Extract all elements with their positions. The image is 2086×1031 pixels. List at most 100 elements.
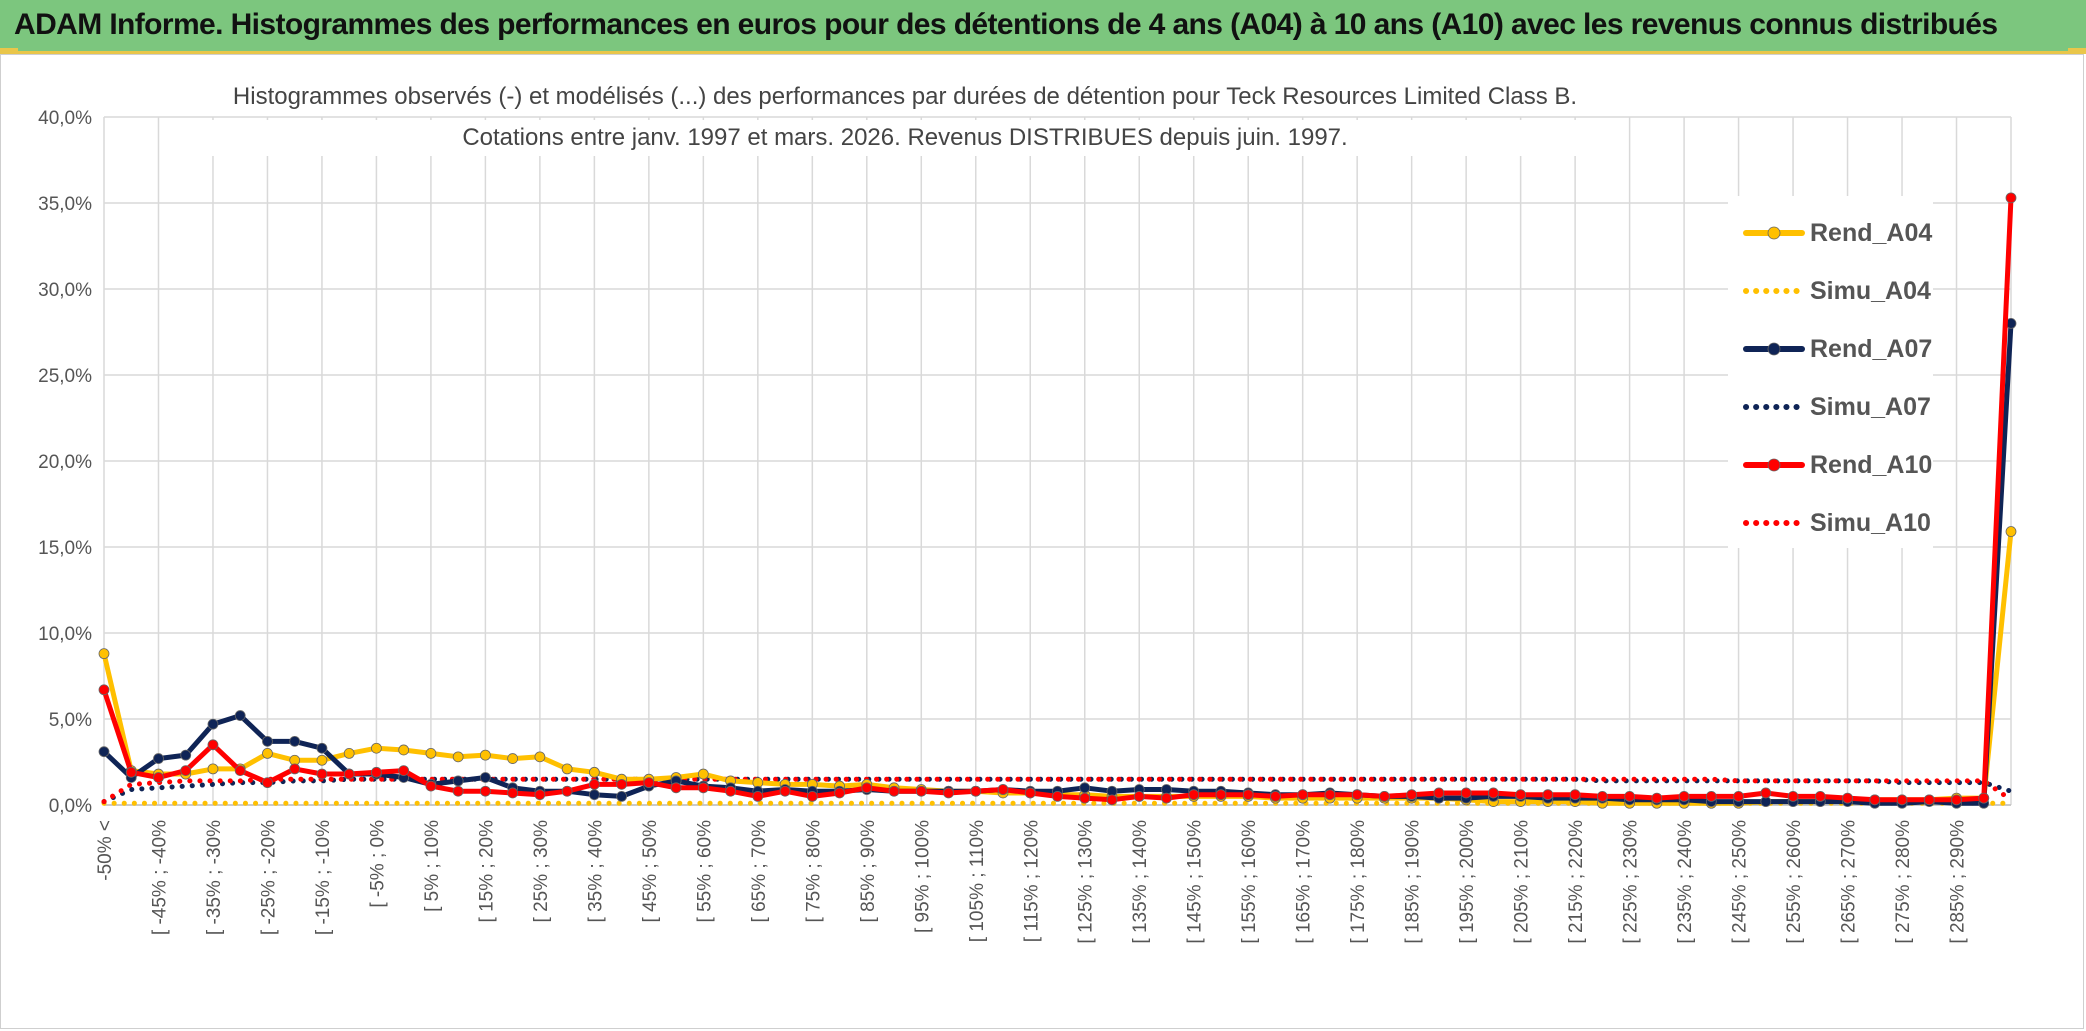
x-tick-label: [ 45% ; 50% (640, 820, 661, 923)
legend-label: Rend_A07 (1810, 335, 1933, 363)
x-tick-label: [ 85% ; 90% (858, 820, 879, 923)
x-tick-label: [ 245% ; 250% (1730, 820, 1751, 944)
data-point-rend-a10 (697, 782, 709, 794)
legend-item-rend-a04: Rend_A04 (1742, 218, 1932, 248)
data-point-rend-a10 (1024, 787, 1036, 799)
chart-frame (0, 54, 2084, 1029)
data-point-rend-a10 (834, 787, 845, 799)
data-point-rend-a10 (1297, 789, 1309, 801)
series-line-rend-a10 (101, 195, 2014, 803)
data-point-rend-a10 (806, 791, 818, 802)
data-point-rend-a04 (207, 763, 219, 775)
data-point-rend-a10 (1923, 794, 1935, 806)
data-point-rend-a04 (398, 744, 410, 756)
data-point-rend-a10 (1814, 791, 1826, 802)
legend-label: Simu_A10 (1810, 509, 1931, 537)
data-point-rend-a07 (616, 791, 628, 802)
data-point-rend-a10 (861, 782, 873, 794)
data-point-rend-a10 (234, 765, 246, 776)
x-tick-label: [ 175% ; 180% (1348, 820, 1369, 944)
x-tick-label: [ 255% ; 260% (1784, 820, 1805, 944)
x-tick-label: [ 285% ; 290% (1948, 820, 1969, 944)
data-point-rend-a10 (289, 763, 301, 775)
data-point-rend-a10 (616, 778, 628, 790)
data-point-rend-a07 (1079, 782, 1091, 794)
legend-swatch (1743, 520, 1805, 526)
data-point-rend-a10 (1733, 791, 1744, 802)
data-point-rend-a10 (752, 791, 764, 802)
data-point-rend-a04 (534, 751, 546, 763)
data-point-rend-a10 (1705, 791, 1717, 802)
data-point-rend-a10 (1270, 791, 1281, 802)
x-tick-label: [ 15% ; 20% (476, 820, 497, 923)
data-point-rend-a10 (643, 777, 655, 789)
data-point-rend-a10 (1624, 791, 1635, 802)
x-tick-label: [ 75% ; 80% (803, 820, 824, 923)
data-point-rend-a10 (1787, 791, 1799, 802)
data-point-rend-a10 (1188, 789, 1200, 801)
data-point-rend-a04 (697, 768, 709, 780)
x-tick-label: [ 65% ; 70% (749, 820, 770, 923)
banner-corner-right (2068, 48, 2086, 54)
data-point-rend-a10 (561, 785, 573, 797)
data-point-rend-a04 (588, 766, 600, 778)
x-tick-label: [ 215% ; 220% (1566, 820, 1587, 944)
data-point-rend-a10 (1215, 789, 1227, 801)
data-point-rend-a04 (343, 748, 355, 759)
y-tick-label: 0,0% (49, 796, 92, 817)
data-point-rend-a10 (1651, 792, 1663, 804)
x-tick-label: [ 275% ; 280% (1893, 820, 1914, 944)
data-point-rend-a10 (1324, 789, 1336, 801)
data-point-rend-a10 (371, 766, 382, 778)
x-tick-label: -50% < (95, 820, 116, 881)
data-point-rend-a10 (1678, 791, 1690, 802)
data-point-rend-a10 (1896, 794, 1908, 806)
x-tick-label: [ 135% ; 140% (1130, 820, 1151, 944)
x-tick-label: [ 115% ; 120% (1021, 820, 1042, 942)
y-tick-label: 5,0% (49, 710, 92, 731)
data-point-rend-a04 (371, 742, 382, 754)
y-tick-label: 15,0% (38, 538, 92, 559)
x-tick-label: [ 265% ; 270% (1839, 820, 1860, 944)
legend-item-simu-a10: Simu_A10 (1742, 508, 1932, 538)
x-tick-label: [ 235% ; 240% (1675, 820, 1696, 944)
x-tick-label: [ 195% ; 200% (1457, 820, 1478, 944)
data-point-rend-a10 (1161, 792, 1172, 804)
data-point-rend-a10 (425, 780, 437, 792)
data-point-rend-a10 (1978, 792, 1990, 804)
data-point-rend-a10 (997, 784, 1009, 795)
legend-swatch (1743, 404, 1805, 410)
data-point-rend-a10 (1569, 789, 1581, 801)
x-tick-label: [ 125% ; 130% (1076, 820, 1097, 944)
data-point-rend-a07 (262, 735, 273, 747)
data-point-rend-a10 (1760, 787, 1772, 799)
x-tick-label: [ 5% ; 10% (422, 820, 443, 912)
data-point-rend-a10 (1433, 787, 1445, 799)
data-point-rend-a10 (670, 782, 682, 794)
data-point-rend-a07 (316, 742, 328, 754)
legend-swatch-marker (1767, 226, 1781, 240)
data-point-rend-a10 (970, 785, 982, 797)
data-point-rend-a07 (207, 718, 219, 730)
legend-item-rend-a07: Rend_A07 (1742, 334, 1932, 364)
y-tick-label: 30,0% (38, 280, 92, 301)
legend-item-simu-a04: Simu_A04 (1742, 276, 1932, 306)
legend-swatch (1743, 342, 1805, 356)
data-point-rend-a10 (1379, 791, 1390, 802)
data-point-rend-a10 (507, 787, 519, 799)
data-point-rend-a10 (1596, 791, 1608, 802)
data-point-rend-a10 (316, 768, 328, 780)
x-tick-label: [ 185% ; 190% (1403, 820, 1424, 944)
legend-swatch-marker (1767, 342, 1781, 356)
data-point-rend-a04 (98, 648, 110, 660)
title-banner: ADAM Informe. Histogrammes des performan… (0, 0, 2086, 54)
series-line-rend-a04 (101, 529, 2014, 806)
data-point-rend-a10 (725, 785, 736, 797)
data-point-rend-a10 (1842, 792, 1853, 804)
y-tick-label: 10,0% (38, 624, 92, 645)
legend-label: Rend_A10 (1810, 451, 1933, 479)
data-point-rend-a10 (1951, 794, 1962, 806)
legend-swatch (1743, 458, 1805, 472)
data-point-rend-a04 (452, 751, 464, 763)
data-point-rend-a10 (1542, 789, 1554, 801)
